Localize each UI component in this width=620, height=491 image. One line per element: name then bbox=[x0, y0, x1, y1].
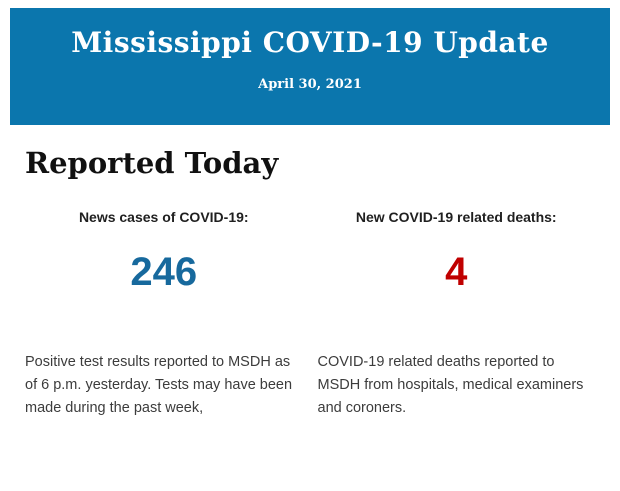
new-deaths-stat: New COVID-19 related deaths: 4 COVID-19 … bbox=[318, 208, 596, 420]
new-cases-value: 246 bbox=[130, 250, 198, 294]
new-deaths-label: New COVID-19 related deaths: bbox=[355, 209, 557, 225]
new-deaths-description: COVID-19 related deaths reported to MSDH… bbox=[317, 354, 584, 416]
new-cases-label: News cases of COVID-19: bbox=[78, 209, 249, 225]
report-date: April 30, 2021 bbox=[258, 77, 362, 92]
new-deaths-value: 4 bbox=[445, 250, 468, 294]
new-cases-stat: News cases of COVID-19: 246 Positive tes… bbox=[25, 208, 303, 420]
new-cases-description: Positive test results reported to MSDH a… bbox=[25, 354, 293, 416]
report-body: Reported Today News cases of COVID-19: 2… bbox=[0, 146, 620, 420]
stats-row: News cases of COVID-19: 246 Positive tes… bbox=[25, 208, 595, 420]
update-banner: Mississippi COVID-19 Update April 30, 20… bbox=[10, 8, 610, 125]
page-title: Mississippi COVID-19 Update bbox=[71, 26, 549, 59]
section-heading: Reported Today bbox=[25, 146, 279, 180]
